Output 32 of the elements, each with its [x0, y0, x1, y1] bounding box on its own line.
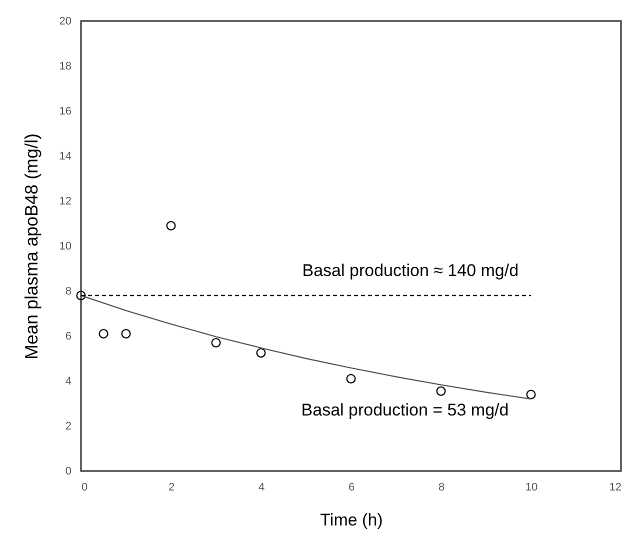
point [211, 338, 221, 348]
x-tick-label: 6 [348, 482, 355, 494]
y-tick-label: 16 [59, 106, 72, 118]
point [256, 348, 266, 358]
x-tick-label: 8 [438, 482, 445, 494]
y-axis-title: Mean plasma apoB48 (mg/l) [21, 133, 42, 360]
x-tick-label: 4 [258, 482, 265, 494]
y-tick-label: 2 [65, 420, 72, 432]
x-axis-title: Time (h) [320, 510, 383, 530]
y-tick-label: 0 [65, 466, 72, 478]
annotation: Basal production ≈ 140 mg/d [302, 260, 519, 280]
y-tick-label: 14 [59, 150, 72, 162]
y-tick-label: 6 [65, 330, 72, 342]
y-tick-label: 4 [65, 376, 72, 388]
y-tick-label: 12 [59, 196, 72, 208]
x-tick-label: 10 [525, 482, 538, 494]
y-tick-label: 8 [65, 286, 72, 298]
point [121, 328, 131, 339]
y-tick-label: 18 [59, 60, 72, 72]
point [98, 328, 108, 339]
x-tick-label: 12 [609, 482, 622, 494]
line-series [80, 294, 532, 400]
point [76, 290, 86, 300]
x-tick-label: 2 [168, 482, 175, 494]
x-tick-label: 0 [82, 482, 88, 494]
point [166, 220, 176, 231]
y-tick-label: 10 [59, 240, 72, 252]
point [436, 386, 446, 396]
y-tick-label: 20 [59, 16, 72, 28]
point [346, 374, 356, 384]
point [526, 390, 536, 400]
annotation: Basal production = 53 mg/d [301, 400, 509, 420]
